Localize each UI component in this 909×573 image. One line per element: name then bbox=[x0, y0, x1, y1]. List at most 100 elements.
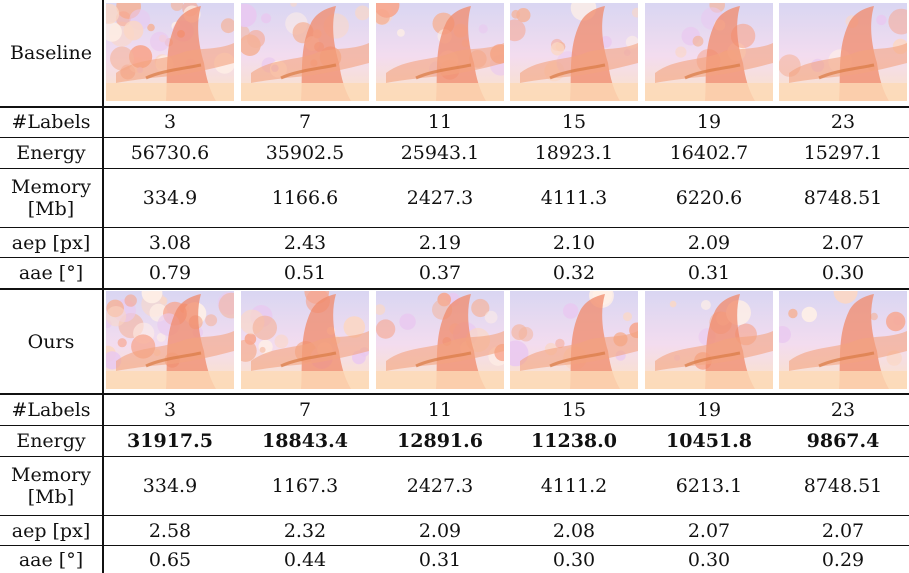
memory-row-header: Memory [Mb] bbox=[0, 169, 102, 227]
energy-value: 18923.1 bbox=[534, 142, 614, 164]
aae-value: 0.79 bbox=[148, 262, 192, 284]
row-divider bbox=[0, 456, 909, 457]
memory-value: 334.9 bbox=[142, 187, 198, 209]
aae-value: 0.32 bbox=[552, 262, 596, 284]
aae-value: 0.30 bbox=[687, 548, 731, 571]
labels-row-header: #Labels bbox=[11, 399, 91, 421]
aep-row-header: aep [px] bbox=[11, 231, 91, 254]
header-column-divider bbox=[102, 0, 104, 573]
memory-value: 1167.3 bbox=[271, 475, 339, 497]
aae-value: 0.29 bbox=[821, 548, 865, 571]
labels-row-header: #Labels bbox=[11, 111, 91, 133]
flow-field-thumbnail bbox=[779, 291, 907, 389]
aae-row-header: aae [°] bbox=[18, 262, 84, 284]
energy-row-header: Energy bbox=[16, 430, 86, 452]
energy-value: 12891.6 bbox=[397, 430, 483, 452]
energy-value: 18843.4 bbox=[262, 430, 348, 452]
flow-field-thumbnail bbox=[376, 291, 504, 389]
labels-value: 23 bbox=[830, 111, 856, 133]
aep-value: 2.08 bbox=[552, 519, 596, 542]
flow-field-thumbnail bbox=[510, 291, 638, 389]
row-divider bbox=[0, 106, 909, 108]
labels-value: 11 bbox=[427, 399, 453, 421]
method-label-baseline: Baseline bbox=[10, 42, 92, 64]
labels-value: 11 bbox=[427, 111, 453, 133]
aae-value: 0.51 bbox=[283, 262, 327, 284]
row-divider bbox=[0, 227, 909, 228]
labels-value: 15 bbox=[561, 399, 587, 421]
memory-header-line1: Memory bbox=[11, 464, 91, 486]
memory-value: 8748.51 bbox=[803, 187, 883, 209]
energy-value: 25943.1 bbox=[400, 142, 480, 164]
flow-field-thumbnail bbox=[106, 3, 234, 101]
row-divider bbox=[0, 515, 909, 516]
memory-header-line2: [Mb] bbox=[27, 486, 75, 508]
memory-value: 2427.3 bbox=[406, 187, 474, 209]
labels-value: 7 bbox=[298, 399, 312, 421]
aep-value: 2.58 bbox=[148, 519, 192, 542]
memory-row-header: Memory [Mb] bbox=[0, 457, 102, 515]
energy-value: 9867.4 bbox=[806, 430, 880, 452]
flow-field-thumbnail bbox=[645, 3, 773, 101]
energy-value: 11238.0 bbox=[531, 430, 617, 452]
memory-header-line2: [Mb] bbox=[27, 198, 75, 220]
labels-value: 15 bbox=[561, 111, 587, 133]
labels-value: 19 bbox=[696, 111, 722, 133]
row-divider bbox=[0, 393, 909, 395]
aep-value: 2.19 bbox=[418, 231, 462, 254]
aae-value: 0.31 bbox=[418, 548, 462, 571]
row-divider bbox=[0, 168, 909, 169]
energy-value: 31917.5 bbox=[127, 430, 213, 452]
aep-value: 2.07 bbox=[821, 231, 865, 254]
aep-value: 2.32 bbox=[283, 519, 327, 542]
row-divider bbox=[0, 545, 909, 546]
aep-value: 2.09 bbox=[687, 231, 731, 254]
aae-value: 0.30 bbox=[821, 262, 865, 284]
labels-value: 23 bbox=[830, 399, 856, 421]
energy-value: 16402.7 bbox=[669, 142, 749, 164]
flow-field-thumbnail bbox=[241, 291, 369, 389]
flow-field-thumbnail bbox=[106, 291, 234, 389]
energy-row-header: Energy bbox=[16, 142, 86, 164]
flow-field-thumbnail bbox=[510, 3, 638, 101]
flow-field-thumbnail bbox=[376, 3, 504, 101]
memory-value: 2427.3 bbox=[406, 475, 474, 497]
labels-value: 3 bbox=[163, 399, 177, 421]
row-divider bbox=[0, 257, 909, 258]
aep-value: 2.07 bbox=[821, 519, 865, 542]
memory-value: 4111.2 bbox=[540, 475, 608, 497]
method-label-ours: Ours bbox=[27, 330, 75, 353]
flow-field-thumbnail bbox=[645, 291, 773, 389]
block-divider bbox=[0, 288, 909, 290]
memory-value: 1166.6 bbox=[271, 187, 339, 209]
aep-row-header: aep [px] bbox=[11, 519, 91, 542]
aae-value: 0.65 bbox=[148, 548, 192, 571]
aae-value: 0.44 bbox=[283, 548, 327, 571]
row-divider bbox=[0, 137, 909, 138]
aep-value: 2.43 bbox=[283, 231, 327, 254]
memory-value: 6213.1 bbox=[675, 475, 743, 497]
aae-value: 0.37 bbox=[418, 262, 462, 284]
energy-value: 15297.1 bbox=[803, 142, 883, 164]
energy-value: 35902.5 bbox=[265, 142, 345, 164]
memory-value: 8748.51 bbox=[803, 475, 883, 497]
memory-header-line1: Memory bbox=[11, 176, 91, 198]
flow-field-thumbnail bbox=[241, 3, 369, 101]
aae-value: 0.31 bbox=[687, 262, 731, 284]
aep-value: 2.07 bbox=[687, 519, 731, 542]
aep-value: 3.08 bbox=[148, 231, 192, 254]
aep-value: 2.09 bbox=[418, 519, 462, 542]
aep-value: 2.10 bbox=[552, 231, 596, 254]
row-divider bbox=[0, 425, 909, 426]
labels-value: 7 bbox=[298, 111, 312, 133]
labels-value: 19 bbox=[696, 399, 722, 421]
memory-value: 334.9 bbox=[142, 475, 198, 497]
flow-field-thumbnail bbox=[779, 3, 907, 101]
memory-value: 6220.6 bbox=[675, 187, 743, 209]
aae-value: 0.30 bbox=[552, 548, 596, 571]
labels-value: 3 bbox=[163, 111, 177, 133]
aae-row-header: aae [°] bbox=[18, 548, 84, 571]
energy-value: 10451.8 bbox=[666, 430, 752, 452]
energy-value: 56730.6 bbox=[130, 142, 210, 164]
